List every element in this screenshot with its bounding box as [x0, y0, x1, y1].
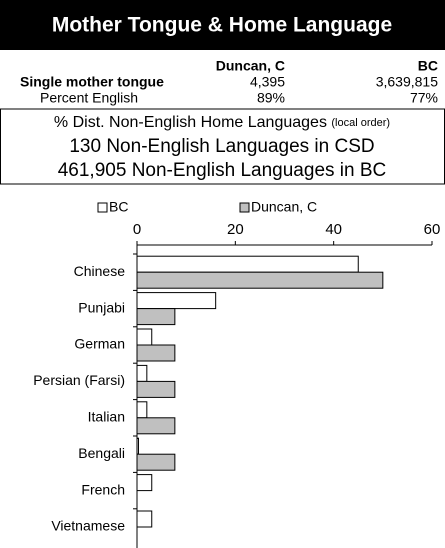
- row-label: Percent English: [40, 90, 138, 106]
- y-tick-label: Persian (Farsi): [33, 372, 125, 388]
- summary-title-text: % Dist. Non-English Home Languages: [54, 114, 327, 131]
- column-header: BC: [418, 58, 438, 74]
- y-tick-label: German: [74, 336, 125, 352]
- bar: [136, 380, 176, 398]
- bar: [136, 292, 217, 310]
- y-tick-label: Italian: [88, 409, 125, 425]
- bar: [136, 255, 359, 273]
- bar: [136, 271, 384, 289]
- summary-title: % Dist. Non-English Home Languages (loca…: [54, 114, 390, 131]
- y-tick-label: Bengali: [78, 445, 125, 461]
- x-tick-label: 60: [424, 221, 441, 238]
- cell: 4,395: [250, 74, 285, 90]
- y-tick-label: French: [81, 481, 125, 497]
- x-tick-label: 20: [227, 221, 244, 238]
- y-tick-label: Punjabi: [78, 299, 125, 315]
- x-tick-label: 0: [133, 221, 141, 238]
- bar: [136, 453, 176, 471]
- legend-label: Duncan, C: [251, 199, 317, 215]
- title-bar: [0, 0, 445, 50]
- bar: [136, 417, 176, 435]
- summary-note: (local order): [331, 117, 390, 129]
- row-label: Single mother tongue: [20, 74, 164, 90]
- legend-label: BC: [109, 199, 128, 215]
- bar: [136, 344, 176, 362]
- cell: 89%: [257, 90, 285, 106]
- cell: 77%: [410, 90, 438, 106]
- legend-swatch: [239, 202, 250, 213]
- cell: 3,639,815: [376, 74, 438, 90]
- bar: [136, 328, 153, 346]
- bar: [136, 308, 176, 326]
- bar: [136, 474, 153, 492]
- legend-swatch: [97, 202, 108, 213]
- bar: [136, 364, 148, 382]
- y-tick-label: Chinese: [74, 263, 126, 279]
- x-tick-label: 40: [325, 221, 342, 238]
- bar: [136, 401, 148, 419]
- y-tick-label: Vietnamese: [51, 518, 125, 534]
- title: Mother Tongue & Home Language: [52, 14, 392, 37]
- column-header: Duncan, C: [216, 58, 285, 74]
- summary-line: 130 Non-English Languages in CSD: [69, 136, 374, 157]
- summary-line: 461,905 Non-English Languages in BC: [58, 160, 387, 181]
- bar: [136, 510, 153, 528]
